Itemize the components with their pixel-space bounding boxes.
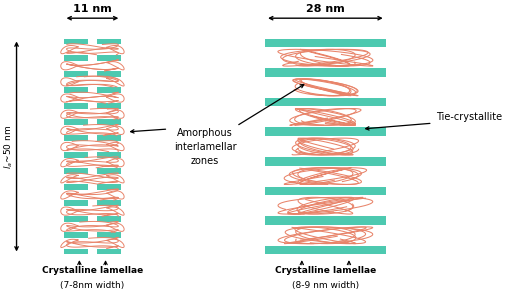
Bar [97, 135, 121, 141]
Bar [97, 55, 121, 61]
Bar [97, 119, 121, 125]
Text: (7-8nm width): (7-8nm width) [60, 281, 124, 290]
Bar [64, 103, 88, 109]
Bar [97, 168, 121, 174]
Bar [265, 127, 385, 136]
Bar [265, 68, 385, 77]
Bar [64, 184, 88, 190]
Bar [64, 200, 88, 206]
Text: 11 nm: 11 nm [73, 4, 112, 14]
Bar [97, 39, 121, 45]
Bar [64, 216, 88, 222]
Bar [97, 152, 121, 158]
Bar [97, 71, 121, 77]
Bar [64, 232, 88, 238]
Bar [265, 98, 385, 106]
Bar [265, 157, 385, 166]
Bar [64, 55, 88, 61]
Bar [265, 187, 385, 195]
Bar [265, 39, 385, 47]
Bar [64, 152, 88, 158]
Text: 28 nm: 28 nm [306, 4, 345, 14]
Bar [64, 39, 88, 45]
Bar [64, 71, 88, 77]
Text: $l_a$~50 nm: $l_a$~50 nm [3, 125, 15, 168]
Bar [97, 216, 121, 222]
Text: Amorphous
interlamellar
zones: Amorphous interlamellar zones [174, 127, 236, 166]
Bar [265, 246, 385, 254]
Text: Crystalline lamellae: Crystalline lamellae [42, 266, 143, 275]
Text: Crystalline lamellae: Crystalline lamellae [275, 266, 376, 275]
Bar [64, 168, 88, 174]
Bar [64, 248, 88, 254]
Bar [265, 216, 385, 225]
Bar [64, 87, 88, 93]
Bar [97, 184, 121, 190]
Bar [97, 232, 121, 238]
Bar [64, 135, 88, 141]
Bar [97, 248, 121, 254]
Bar [97, 103, 121, 109]
Text: (8-9 nm width): (8-9 nm width) [292, 281, 359, 290]
Bar [97, 87, 121, 93]
Bar [64, 119, 88, 125]
Text: Tie-crystallite: Tie-crystallite [436, 112, 502, 122]
Bar [97, 200, 121, 206]
